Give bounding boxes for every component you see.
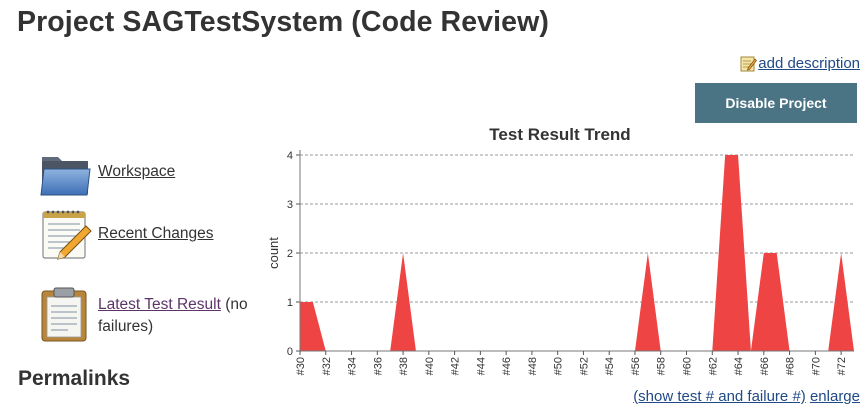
y-tick-label: 1 <box>287 297 293 309</box>
test-result-trend-chart[interactable]: 0 1 2 3 4 #30 #32 #34 #36 #38 #40 #42 #44 #46 #48 #50 #5… <box>260 140 864 384</box>
task-workspace: Workspace <box>38 147 175 203</box>
edit-note-icon[interactable] <box>740 55 758 72</box>
x-tick-label: #46 <box>501 357 513 375</box>
y-tick-label: 4 <box>287 150 293 162</box>
x-tick-label: #66 <box>759 357 771 375</box>
x-tick-label: #70 <box>810 357 822 375</box>
clipboard-icon[interactable] <box>38 286 94 342</box>
chart-links: (show test # and failure #) enlarge <box>633 388 860 405</box>
task-recent-changes: Recent Changes <box>38 206 213 262</box>
chart-title: Test Result Trend <box>489 125 631 144</box>
show-test-failure-link[interactable]: (show test # and failure #) <box>633 388 806 405</box>
disable-project-button[interactable]: Disable Project <box>695 83 857 123</box>
x-tick-label: #32 <box>321 357 333 375</box>
y-tick-label: 3 <box>287 199 293 211</box>
x-tick-label: #42 <box>450 357 462 375</box>
x-tick-label: #56 <box>630 357 642 375</box>
x-tick-label: #54 <box>604 357 616 375</box>
permalinks-heading: Permalinks <box>18 367 131 390</box>
x-tick-label: #38 <box>398 357 410 375</box>
x-tick-label: #50 <box>553 357 565 375</box>
enlarge-link[interactable]: enlarge <box>809 388 860 405</box>
x-tick-label: #68 <box>785 357 797 375</box>
workspace-link[interactable]: Workspace <box>98 163 176 180</box>
page-title: Project SAGTestSystem (Code Review) <box>17 6 549 38</box>
x-tick-label: #30 <box>295 357 307 375</box>
x-tick-label: #36 <box>372 357 384 375</box>
task-latest-test-result: Latest Test Result (no failures) <box>38 286 268 342</box>
x-tick-label: #72 <box>836 357 848 375</box>
x-tick-label: #58 <box>656 357 668 375</box>
notepad-pencil-icon[interactable] <box>38 206 94 262</box>
x-tick-label: #52 <box>578 357 590 375</box>
y-tick-label: 2 <box>287 248 293 260</box>
y-axis-label: count <box>266 237 281 269</box>
failure-area <box>300 155 854 351</box>
x-tick-label: #40 <box>424 357 436 375</box>
folder-icon[interactable] <box>38 147 94 203</box>
x-tick-label: #60 <box>682 357 694 375</box>
add-description-link[interactable]: add description <box>758 55 860 72</box>
no-failures-note: (no failures) <box>98 296 248 335</box>
x-tick-label: #64 <box>733 357 745 375</box>
x-tick-label: #44 <box>475 357 487 375</box>
latest-test-result-link[interactable]: Latest Test Result <box>98 296 221 313</box>
x-tick-label: #62 <box>707 357 719 375</box>
x-tick-label: #48 <box>527 357 539 375</box>
latest-test-result-text: Latest Test Result (no failures) <box>98 286 268 338</box>
add-description-area: add description <box>740 55 860 72</box>
recent-changes-link[interactable]: Recent Changes <box>98 225 214 242</box>
x-tick-label: #34 <box>347 357 359 375</box>
y-tick-label: 0 <box>287 346 293 358</box>
